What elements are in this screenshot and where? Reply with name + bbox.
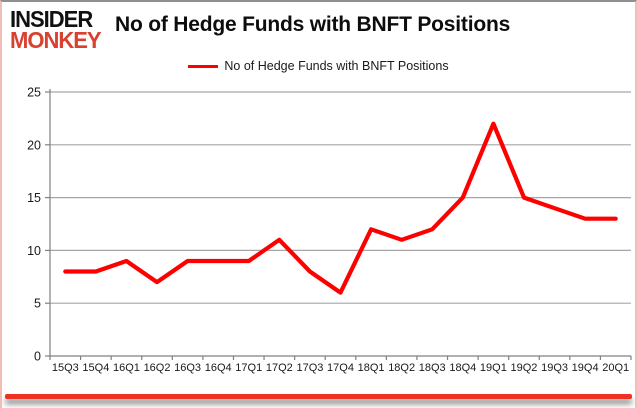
x-tick-label: 19Q4 <box>572 362 599 374</box>
chart-title: No of Hedge Funds with BNFT Positions <box>115 13 511 36</box>
x-tick-label: 17Q4 <box>327 362 354 374</box>
x-tick-label: 18Q2 <box>388 362 415 374</box>
y-tick-label: 5 <box>34 297 41 311</box>
x-tick-label: 16Q2 <box>144 362 171 374</box>
x-tick-label: 19Q2 <box>511 362 538 374</box>
x-tick-label: 18Q4 <box>449 362 476 374</box>
y-tick-label: 25 <box>27 86 41 100</box>
x-tick-label: 19Q1 <box>480 362 507 374</box>
logo-line2: MONKEY <box>10 27 102 54</box>
legend-label: No of Hedge Funds with BNFT Positions <box>224 59 449 73</box>
x-tick-label: 17Q1 <box>235 362 262 374</box>
legend-line-swatch <box>188 64 219 68</box>
insider-monkey-logo: INSIDER MONKEY <box>10 5 102 54</box>
card-bottom-border <box>5 394 632 399</box>
y-tick-label: 0 <box>34 350 41 364</box>
y-tick-label: 10 <box>27 244 41 258</box>
x-tick-label: 16Q4 <box>205 362 232 374</box>
x-tick-label: 17Q3 <box>296 362 323 374</box>
x-tick-label: 16Q3 <box>174 362 201 374</box>
y-tick-label: 15 <box>27 191 41 205</box>
legend: No of Hedge Funds with BNFT Positions <box>2 59 635 73</box>
y-tick-label: 20 <box>27 138 41 152</box>
logo-line1: INSIDER <box>10 5 93 33</box>
x-tick-label: 18Q1 <box>358 362 385 374</box>
x-tick-label: 15Q4 <box>82 362 109 374</box>
x-tick-label: 16Q1 <box>113 362 140 374</box>
x-tick-label: 19Q3 <box>541 362 568 374</box>
x-tick-label: 20Q1 <box>602 362 629 374</box>
x-tick-label: 15Q3 <box>52 362 79 374</box>
series-line <box>63 121 618 295</box>
x-tick-label: 17Q2 <box>266 362 293 374</box>
x-tick-label: 18Q3 <box>419 362 446 374</box>
